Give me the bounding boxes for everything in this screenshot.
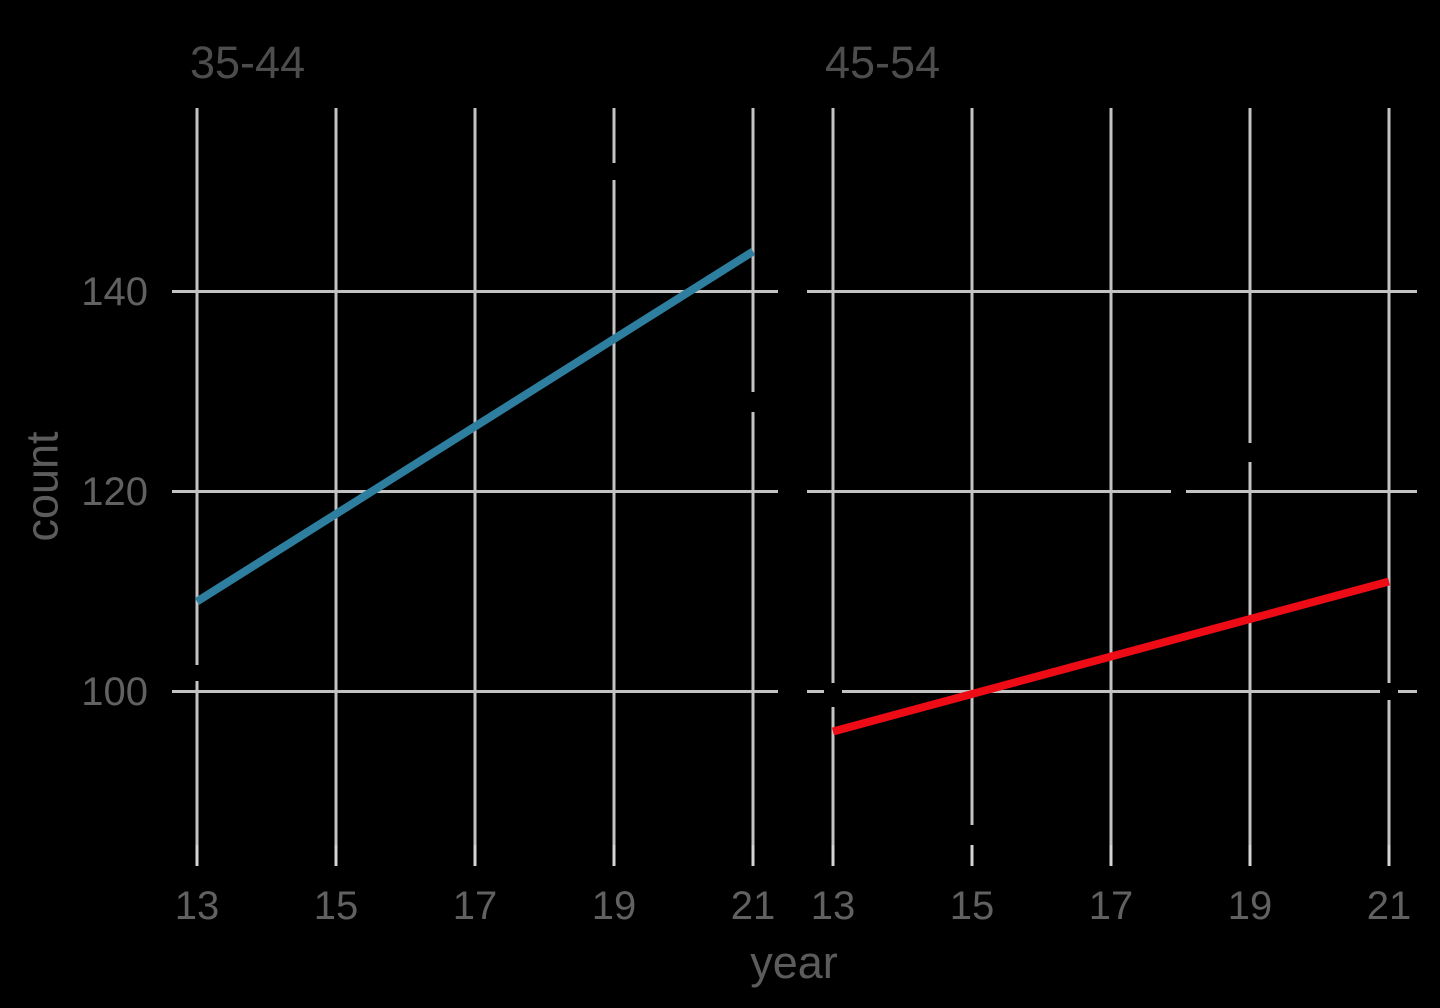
x-tick-label-19: 19 [591, 884, 637, 928]
facet-strip-label-35-44: 35-44 [190, 37, 306, 88]
series-line-35-44 [194, 248, 756, 605]
gridline-gap-artifact [610, 163, 618, 180]
gridline-gap-artifact [968, 825, 976, 845]
x-tick-label-21: 21 [1366, 884, 1412, 928]
x-tick-label-15: 15 [949, 884, 995, 928]
gridline-gap-artifact [1246, 443, 1254, 462]
x-tick-label-21: 21 [730, 884, 776, 928]
x-tick-label-15: 15 [313, 884, 359, 928]
x-tick-label-17: 17 [452, 884, 498, 928]
x-axis-title: year [750, 937, 838, 988]
gridline-gap-artifact [824, 683, 842, 700]
y-tick-label-100: 100 [81, 669, 148, 714]
series-line-45-54 [831, 577, 1391, 736]
gridline-gap-artifact [749, 392, 757, 412]
gridline-gap-artifact [1171, 488, 1186, 495]
x-tick-label-13: 13 [174, 884, 220, 928]
x-tick-label-19: 19 [1227, 884, 1273, 928]
y-tick-label-120: 120 [81, 469, 148, 514]
gridline-gap-artifact [829, 700, 837, 707]
y-tick-label-140: 140 [81, 269, 148, 314]
facet-strip-label-45-54: 45-54 [825, 37, 941, 88]
x-tick-label-13: 13 [810, 884, 856, 928]
x-tick-label-17: 17 [1088, 884, 1134, 928]
gridline-gap-artifact [193, 665, 201, 681]
gridline-gap-artifact [1380, 683, 1398, 700]
